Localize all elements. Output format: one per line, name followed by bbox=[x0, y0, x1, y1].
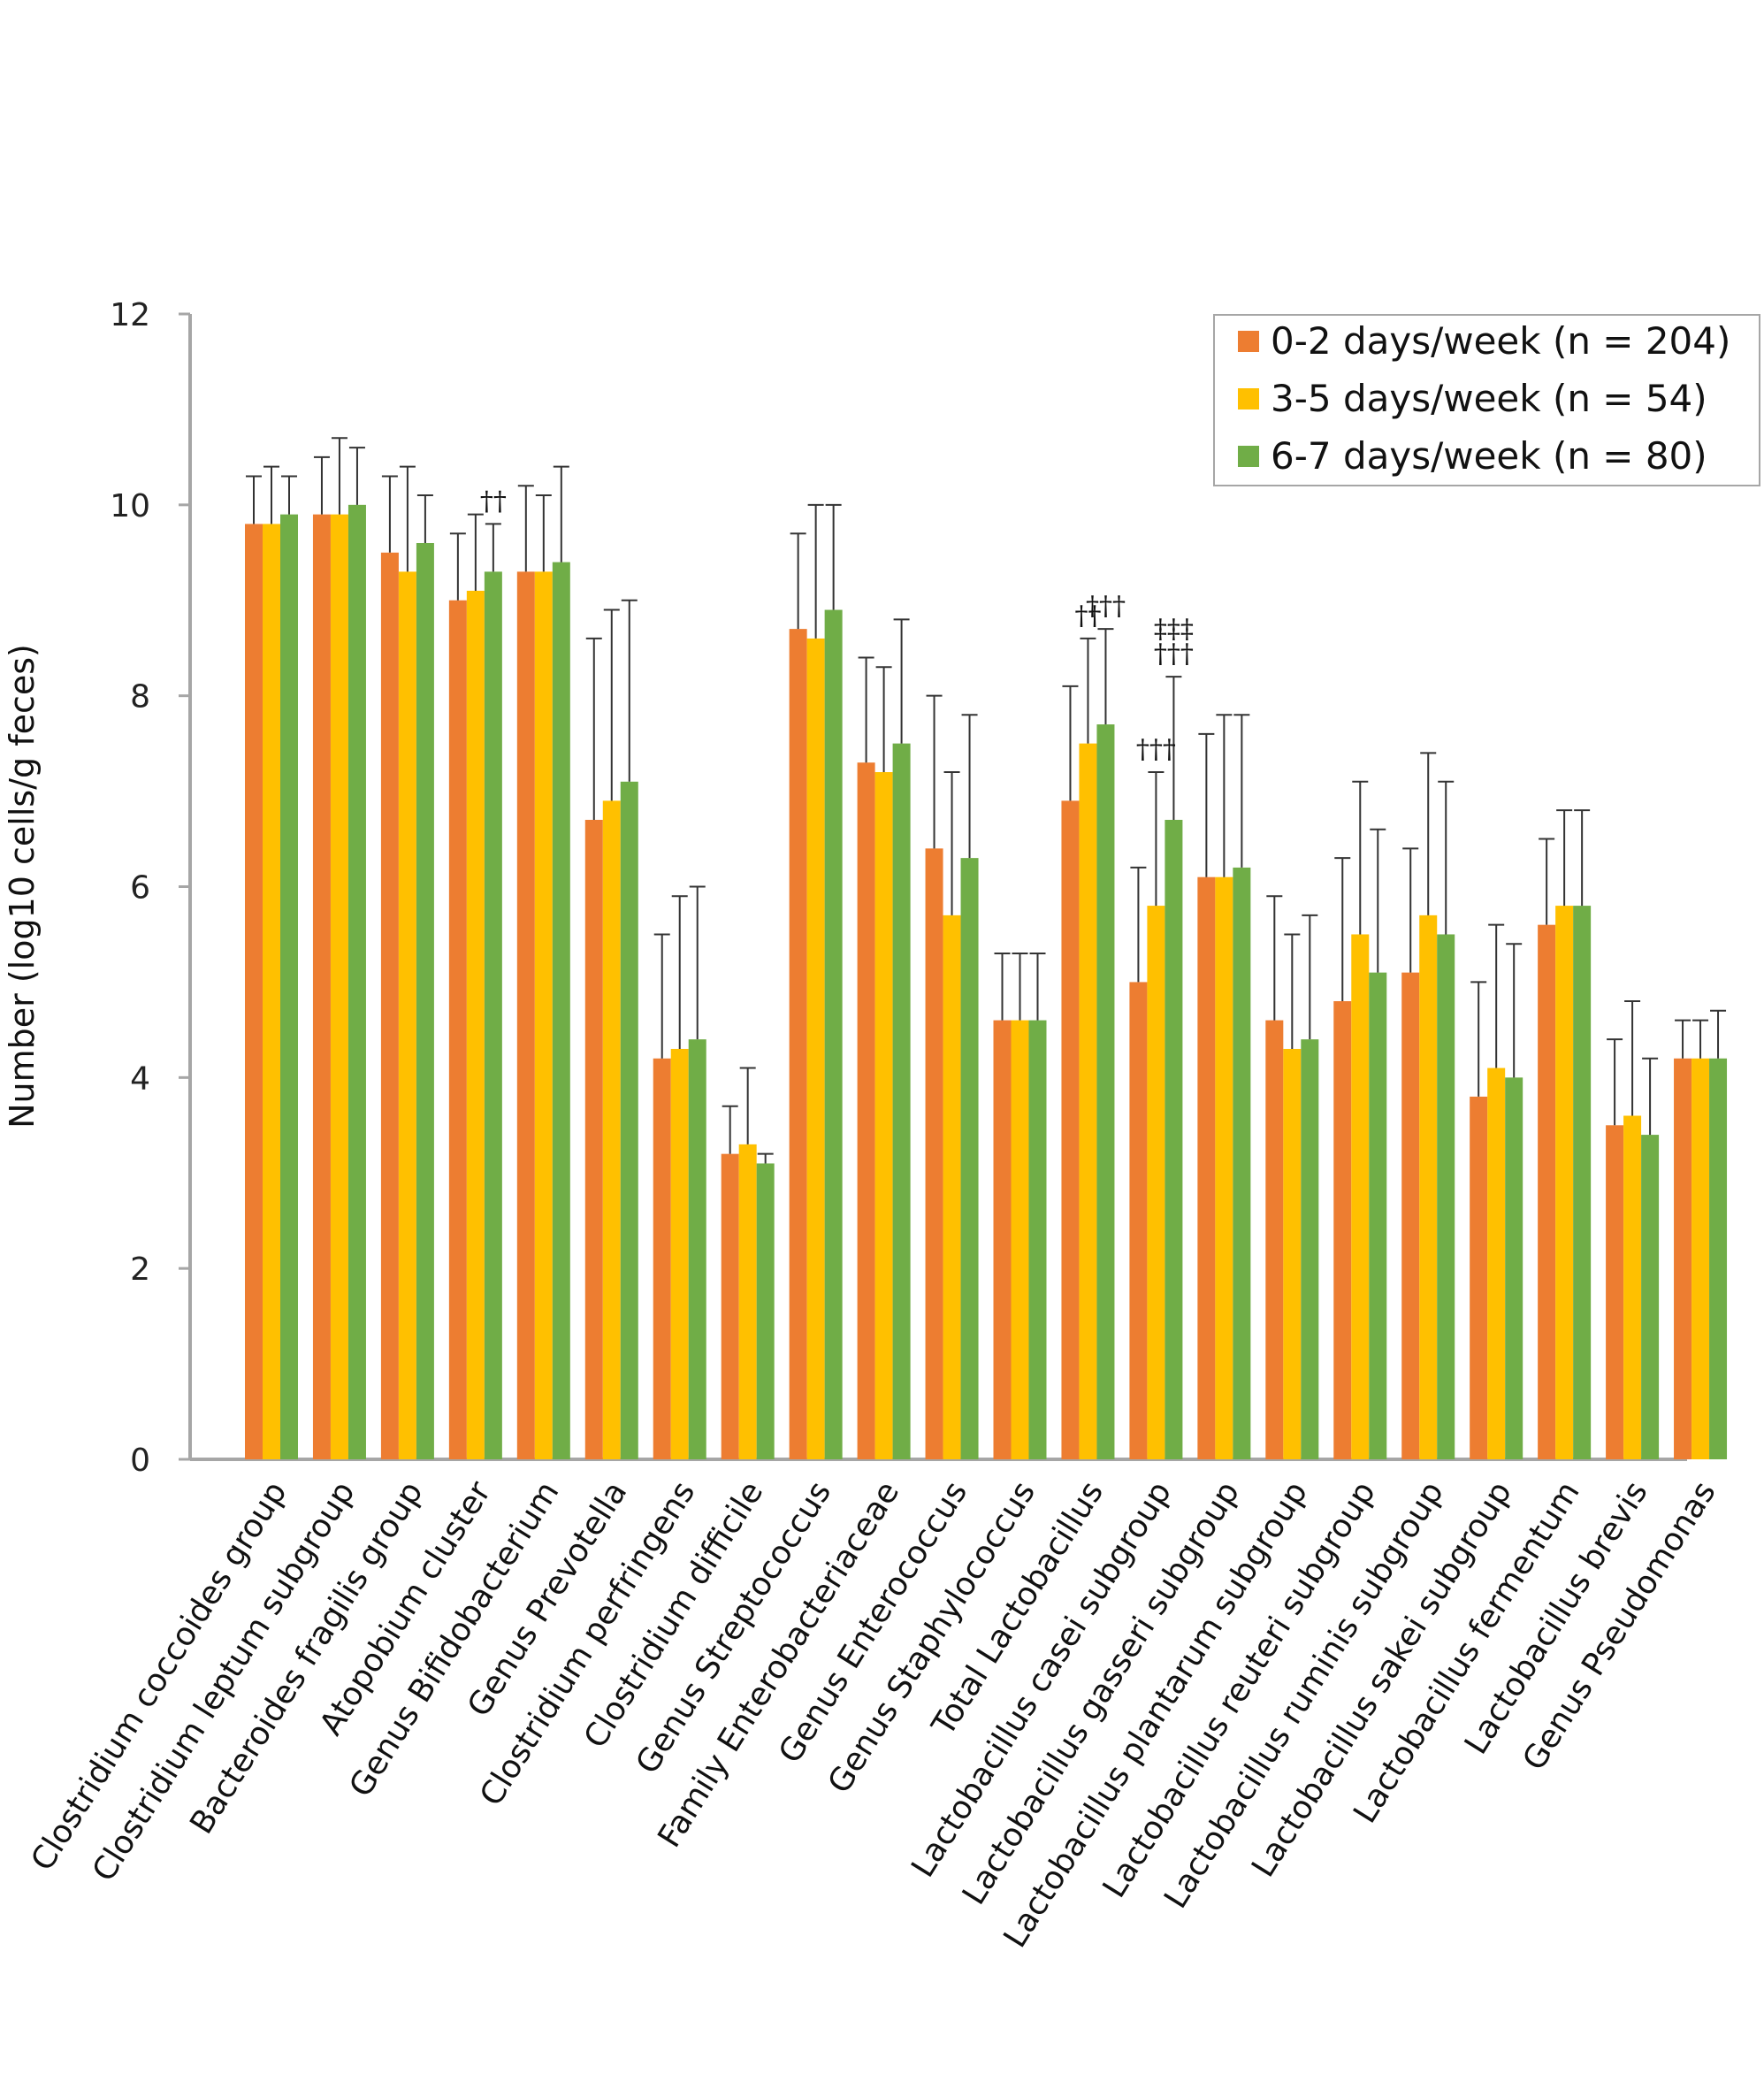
bar-2-10 bbox=[960, 858, 979, 1459]
y-tick-label: 2 bbox=[130, 1251, 150, 1288]
bar-1-17 bbox=[1419, 915, 1438, 1459]
significance-marker: ††† bbox=[1086, 591, 1126, 622]
bar-2-17 bbox=[1437, 934, 1455, 1459]
legend-swatch-1 bbox=[1238, 388, 1259, 409]
significance-marker: †† bbox=[1074, 601, 1101, 631]
bar-0-3 bbox=[448, 600, 467, 1459]
bar-2-11 bbox=[1028, 1020, 1047, 1459]
bar-0-20 bbox=[1606, 1125, 1624, 1459]
bar-0-13 bbox=[1129, 982, 1148, 1459]
bar-0-18 bbox=[1470, 1096, 1488, 1459]
bar-1-20 bbox=[1623, 1115, 1642, 1459]
y-tick-label: 8 bbox=[130, 679, 150, 716]
bar-2-15 bbox=[1301, 1039, 1319, 1459]
bar-1-3 bbox=[466, 590, 485, 1459]
bar-1-13 bbox=[1147, 906, 1165, 1459]
legend-label-2: 6-7 days/week (n = 80) bbox=[1271, 434, 1707, 478]
bar-2-0 bbox=[280, 514, 298, 1459]
bar-1-5 bbox=[602, 800, 621, 1459]
bar-1-9 bbox=[874, 772, 893, 1459]
bar-1-10 bbox=[943, 915, 961, 1459]
bar-0-16 bbox=[1333, 1001, 1352, 1459]
bar-2-19 bbox=[1573, 906, 1592, 1459]
significance-marker: ††† bbox=[1154, 639, 1194, 670]
bar-0-0 bbox=[245, 524, 263, 1459]
y-tick-label: 6 bbox=[130, 870, 150, 907]
bar-0-11 bbox=[993, 1020, 1012, 1459]
legend-swatch-2 bbox=[1238, 446, 1259, 467]
significance-marker: ‡‡‡ bbox=[1154, 614, 1194, 645]
error-bars bbox=[246, 437, 1727, 1164]
y-tick-label: 12 bbox=[110, 297, 150, 333]
bar-1-19 bbox=[1555, 906, 1574, 1459]
bar-0-14 bbox=[1197, 876, 1216, 1459]
bar-1-1 bbox=[330, 514, 348, 1459]
bar-1-12 bbox=[1079, 743, 1097, 1459]
legend: 0-2 days/week (n = 204) 3-5 days/week (n… bbox=[1213, 314, 1760, 486]
bar-1-16 bbox=[1351, 934, 1370, 1459]
bar-2-14 bbox=[1233, 867, 1251, 1459]
bar-2-8 bbox=[824, 609, 843, 1459]
bar-2-13 bbox=[1165, 819, 1183, 1459]
bar-0-12 bbox=[1061, 800, 1080, 1459]
legend-label-1: 3-5 days/week (n = 54) bbox=[1271, 377, 1707, 420]
y-tick-label: 4 bbox=[130, 1060, 150, 1097]
bar-1-7 bbox=[738, 1144, 757, 1459]
y-axis-title: Number (log10 cells/g feces) bbox=[3, 644, 42, 1129]
bar-2-2 bbox=[416, 543, 434, 1459]
bar-0-15 bbox=[1265, 1020, 1284, 1459]
bar-2-1 bbox=[347, 504, 366, 1460]
bar-1-8 bbox=[806, 638, 825, 1459]
legend-box bbox=[1213, 314, 1760, 486]
bar-0-6 bbox=[653, 1058, 671, 1459]
bar-2-3 bbox=[484, 571, 502, 1459]
bar-2-5 bbox=[620, 781, 638, 1459]
bar-2-9 bbox=[892, 743, 911, 1459]
bar-2-20 bbox=[1641, 1135, 1660, 1459]
bar-0-19 bbox=[1538, 924, 1556, 1459]
bar-1-11 bbox=[1011, 1020, 1029, 1459]
bar-2-4 bbox=[552, 562, 570, 1459]
bars bbox=[245, 504, 1728, 1460]
bar-0-9 bbox=[857, 762, 875, 1459]
bar-1-21 bbox=[1691, 1058, 1710, 1459]
significance-marker: †† bbox=[480, 486, 507, 517]
y-tick-label: 10 bbox=[110, 488, 150, 524]
bar-1-15 bbox=[1283, 1048, 1302, 1459]
bar-0-4 bbox=[516, 571, 535, 1459]
bar-1-6 bbox=[670, 1048, 689, 1459]
bar-0-8 bbox=[789, 629, 807, 1459]
legend-swatch-0 bbox=[1238, 331, 1259, 352]
bar-1-14 bbox=[1215, 876, 1233, 1459]
bar-0-17 bbox=[1401, 972, 1420, 1459]
bar-2-7 bbox=[756, 1163, 775, 1459]
y-ticks: 0 2 4 6 8 10 12 bbox=[110, 297, 190, 1479]
bar-2-6 bbox=[688, 1039, 706, 1459]
legend-label-0: 0-2 days/week (n = 204) bbox=[1271, 319, 1730, 363]
significance-marker: ††† bbox=[1136, 734, 1176, 765]
bar-0-7 bbox=[721, 1153, 739, 1459]
bar-1-18 bbox=[1487, 1068, 1506, 1459]
bar-1-4 bbox=[534, 571, 553, 1459]
bar-0-10 bbox=[925, 848, 943, 1459]
bar-1-0 bbox=[263, 524, 280, 1459]
bar-1-2 bbox=[398, 571, 416, 1459]
bar-2-16 bbox=[1369, 972, 1387, 1459]
annotations: ††††††††††‡‡‡††† bbox=[480, 486, 1194, 765]
bar-2-12 bbox=[1096, 724, 1115, 1459]
bar-0-21 bbox=[1674, 1058, 1692, 1459]
bar-0-5 bbox=[584, 819, 603, 1459]
bar-0-2 bbox=[380, 552, 399, 1459]
bar-2-18 bbox=[1505, 1077, 1523, 1459]
bar-2-21 bbox=[1709, 1058, 1728, 1459]
bar-0-1 bbox=[312, 514, 331, 1459]
y-tick-label: 0 bbox=[130, 1443, 150, 1479]
